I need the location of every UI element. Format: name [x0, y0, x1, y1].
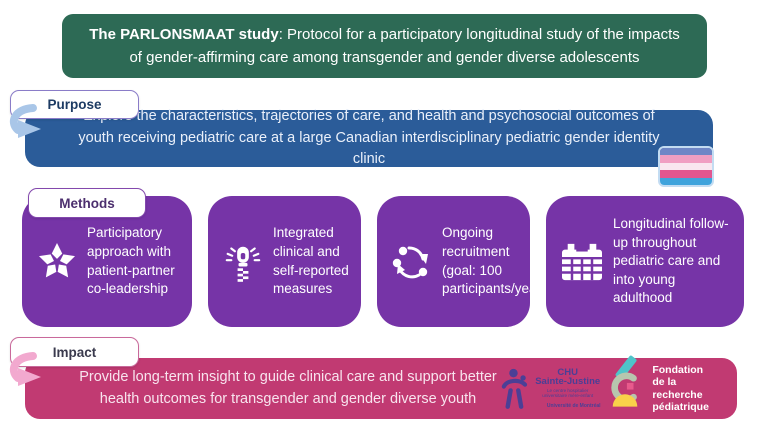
- transgender-flag-icon: [658, 146, 714, 187]
- fondation-line1: Fondation: [652, 363, 704, 376]
- method-card-text: Participatory approach with patient-part…: [87, 225, 175, 297]
- study-title-rest: : Protocol for a participatory longitudi…: [129, 25, 680, 66]
- method-card-recruitment: Ongoing recruitment (goal: 100 participa…: [377, 196, 546, 327]
- purpose-text: Explore the characteristics, trajectorie…: [78, 107, 660, 168]
- chu-name2: Sainte-Justine: [535, 376, 601, 388]
- method-card-text: Ongoing recruitment (goal: 100 participa…: [442, 225, 546, 297]
- study-title: The PARLONSMAAT study: Protocol for a pa…: [88, 23, 681, 70]
- fondation-logo-text: Fondation de la recherche pédiatrique: [652, 364, 729, 414]
- study-title-name: The PARLONSMAAT study: [89, 25, 279, 43]
- methods-label: Methods: [28, 188, 146, 218]
- impact-label: Impact: [10, 337, 139, 367]
- impact-text: Provide long-term insight to guide clini…: [79, 368, 497, 407]
- method-card-text: Integrated clinical and self-reported me…: [273, 225, 349, 297]
- title-banner: The PARLONSMAAT study: Protocol for a pa…: [62, 14, 707, 78]
- impact-banner: Provide long-term insight to guide clini…: [25, 355, 737, 419]
- chu-subtitle: Le centre hospitalier universitaire mère…: [542, 387, 594, 398]
- cycle-arrows-icon: [391, 242, 433, 282]
- partner-logos: CHU Sainte-Justine Le centre hospitalier…: [501, 355, 729, 414]
- method-card-followup: Longitudinal follow-up throughout pediat…: [546, 196, 744, 327]
- purpose-banner: Explore the characteristics, trajectorie…: [25, 108, 713, 167]
- universite-de-montreal-label: Université de Montréal: [546, 403, 601, 410]
- chu-sainte-justine-logo-text: CHU Sainte-Justine Le centre hospitalier…: [535, 366, 601, 410]
- method-card-integrated: Integrated clinical and self-reported me…: [208, 196, 361, 327]
- curved-right-arrow-icon: [10, 104, 41, 138]
- zipper-icon: [222, 239, 264, 285]
- calendar-icon: [560, 242, 604, 282]
- method-card-text: Longitudinal follow-up throughout pediat…: [613, 215, 729, 306]
- fondation-microscope-logo-icon: [610, 355, 637, 407]
- fondation-line3: pédiatrique: [652, 400, 709, 413]
- curved-right-arrow-icon: [10, 352, 41, 386]
- chu-name: CHU: [557, 366, 578, 378]
- fondation-line2: de la recherche: [652, 376, 703, 401]
- chu-sainte-justine-logo-icon: [501, 368, 528, 409]
- hands-collaboration-icon: [36, 242, 78, 282]
